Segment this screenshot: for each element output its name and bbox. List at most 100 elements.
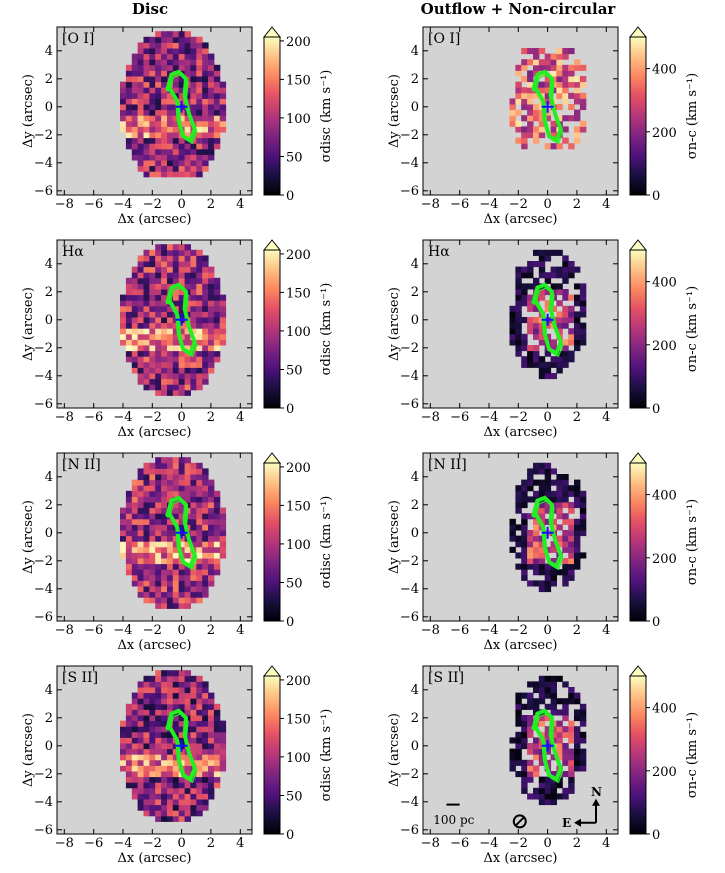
x-tick-label: 4 bbox=[602, 410, 610, 425]
nucleus-marker bbox=[175, 313, 188, 326]
colorbar-tick-label: 50 bbox=[286, 577, 303, 592]
sigma-map bbox=[509, 48, 587, 150]
emission-line-label: Hα bbox=[428, 244, 450, 260]
y-tick-label: −4 bbox=[34, 795, 53, 810]
colorbar-tick-label: 100 bbox=[286, 325, 311, 340]
contour-inner bbox=[535, 287, 564, 358]
colorbar-tick-label: 0 bbox=[286, 402, 294, 417]
contour-inner bbox=[169, 500, 198, 571]
x-tick-label: −2 bbox=[509, 410, 528, 425]
colorbar-extend bbox=[628, 665, 648, 677]
disc-column-title: Disc bbox=[132, 0, 168, 18]
colorbar-tick-label: 100 bbox=[286, 538, 311, 553]
x-tick-label: 4 bbox=[236, 623, 244, 638]
colorbar-tick-label: 50 bbox=[286, 790, 303, 805]
axes-frame bbox=[422, 239, 619, 409]
colorbar-tick-label: 400 bbox=[652, 63, 677, 78]
colorbar-label: σdisc (km s⁻¹) bbox=[319, 70, 334, 163]
contour-inner bbox=[535, 500, 564, 571]
y-tick-label: 2 bbox=[411, 285, 419, 300]
x-axis-label: Δx (arcsec) bbox=[118, 851, 192, 866]
nucleus-marker bbox=[541, 739, 554, 752]
x-tick-label: 0 bbox=[177, 623, 185, 638]
x-tick-label: 4 bbox=[236, 410, 244, 425]
scale-bar-label: 100 pc bbox=[433, 813, 474, 827]
colorbar-tick-label: 200 bbox=[652, 552, 677, 567]
y-tick-label: −2 bbox=[400, 554, 419, 569]
x-tick-label: −2 bbox=[143, 197, 162, 212]
x-axis-label: Δx (arcsec) bbox=[484, 425, 558, 440]
x-tick-label: −8 bbox=[421, 410, 440, 425]
x-tick-label: −8 bbox=[421, 623, 440, 638]
y-tick-label: 2 bbox=[45, 72, 53, 87]
colorbar-tick-label: 200 bbox=[286, 35, 311, 50]
axes-frame bbox=[56, 452, 253, 622]
compass-east-label: E bbox=[562, 816, 571, 830]
emission-line-label: [N II] bbox=[428, 457, 467, 473]
nucleus-marker bbox=[175, 739, 188, 752]
compass-north-head bbox=[592, 798, 601, 806]
x-tick-label: 4 bbox=[236, 836, 244, 851]
y-axis-label: Δy (arcsec) bbox=[21, 287, 36, 361]
contour-inner bbox=[169, 713, 198, 784]
x-axis-label: Δx (arcsec) bbox=[118, 212, 192, 227]
colorbar-tick-label: 200 bbox=[286, 674, 311, 689]
colorbar-tick-label: 0 bbox=[286, 828, 294, 843]
x-tick-label: 0 bbox=[177, 410, 185, 425]
axes-frame bbox=[56, 239, 253, 409]
colorbar-tick-label: 0 bbox=[652, 615, 660, 630]
x-tick-label: 4 bbox=[602, 197, 610, 212]
x-tick-label: −2 bbox=[143, 410, 162, 425]
y-tick-label: 4 bbox=[411, 257, 419, 272]
nucleus-marker bbox=[175, 526, 188, 539]
contour-inner bbox=[535, 713, 564, 784]
x-tick-label: −4 bbox=[479, 623, 498, 638]
sigma-map bbox=[120, 457, 227, 609]
sigma-map bbox=[509, 249, 587, 380]
y-tick-label: 4 bbox=[411, 44, 419, 59]
x-axis-label: Δx (arcsec) bbox=[118, 638, 192, 653]
emission-line-label: [O I] bbox=[62, 31, 94, 47]
contour-blob bbox=[165, 724, 172, 731]
colorbar-tick-label: 400 bbox=[652, 489, 677, 504]
x-tick-label: −8 bbox=[55, 197, 74, 212]
colorbar-label: σn-c (km s⁻¹) bbox=[685, 286, 700, 372]
y-tick-label: −6 bbox=[34, 610, 53, 625]
x-axis-label: Δx (arcsec) bbox=[484, 851, 558, 866]
x-tick-label: 0 bbox=[177, 836, 185, 851]
colorbar-tick-label: 400 bbox=[652, 276, 677, 291]
y-tick-label: 0 bbox=[45, 739, 53, 754]
compass-east-head bbox=[574, 818, 582, 827]
emission-line-label: [S II] bbox=[62, 670, 98, 686]
y-tick-label: 4 bbox=[411, 470, 419, 485]
x-tick-label: −4 bbox=[479, 197, 498, 212]
contour-blob bbox=[531, 85, 538, 92]
contour-inner bbox=[169, 74, 198, 145]
colorbar-tick-label: 50 bbox=[286, 151, 303, 166]
x-tick-label: −6 bbox=[450, 623, 469, 638]
colorbar bbox=[629, 36, 647, 196]
colorbar-extend bbox=[262, 452, 282, 464]
x-tick-label: −2 bbox=[509, 197, 528, 212]
y-tick-label: −6 bbox=[34, 184, 53, 199]
x-tick-label: −6 bbox=[84, 623, 103, 638]
x-tick-label: −6 bbox=[84, 197, 103, 212]
contour-blob bbox=[531, 511, 538, 518]
colorbar-extend bbox=[628, 452, 648, 464]
colorbar-extend bbox=[628, 26, 648, 38]
colorbar-tick-label: 200 bbox=[652, 339, 677, 354]
emission-line-label: [S II] bbox=[428, 670, 464, 686]
x-tick-label: −4 bbox=[479, 836, 498, 851]
colorbar-tick-label: 200 bbox=[286, 248, 311, 263]
y-tick-label: 2 bbox=[411, 72, 419, 87]
colorbar-label: σn-c (km s⁻¹) bbox=[685, 712, 700, 798]
axes-frame bbox=[56, 665, 253, 835]
y-axis-label: Δy (arcsec) bbox=[387, 74, 402, 148]
colorbar-label: σn-c (km s⁻¹) bbox=[685, 73, 700, 159]
y-tick-label: −2 bbox=[400, 767, 419, 782]
colorbar-tick-label: 100 bbox=[286, 112, 311, 127]
contour-blob bbox=[531, 724, 538, 731]
